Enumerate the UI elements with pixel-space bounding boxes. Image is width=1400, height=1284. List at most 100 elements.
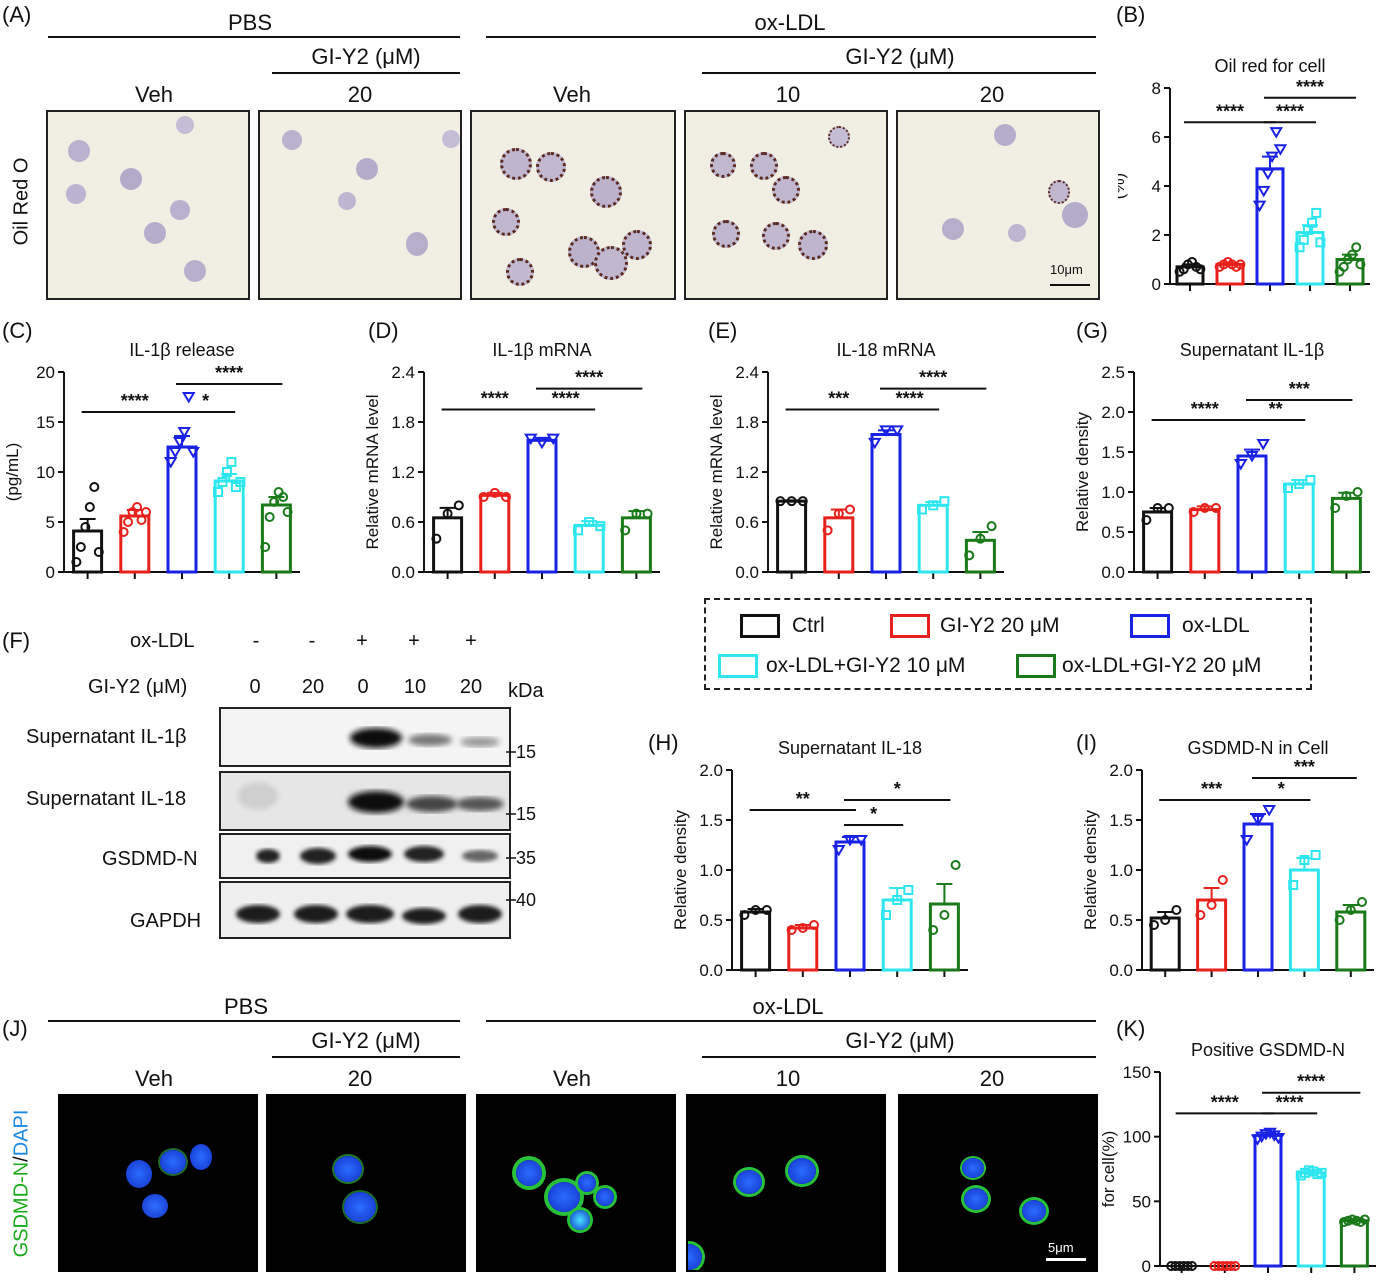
- y-axis-label: for cell(%): [1099, 1131, 1118, 1208]
- pbs-header-bottom: PBS: [223, 994, 269, 1019]
- data-point: [1199, 503, 1210, 513]
- fluorescence-pbs-giy2-20: [266, 1094, 466, 1272]
- bar: [1149, 916, 1181, 972]
- data-point: [442, 508, 453, 519]
- giy2-line-bottom-1: [272, 1056, 460, 1058]
- legend-swatch-ctrl: [740, 614, 780, 638]
- data-point: [1341, 491, 1352, 501]
- data-point: [631, 508, 642, 519]
- bar: [1255, 167, 1285, 286]
- panel-label-h: (H): [648, 730, 679, 755]
- significance-label: ****: [1276, 1092, 1304, 1112]
- data-point: [879, 425, 893, 437]
- fluorescence-oxldl-veh: [476, 1094, 676, 1272]
- y-tick-label: 0.0: [1101, 563, 1125, 582]
- data-point: [786, 925, 797, 935]
- bar: [1335, 910, 1367, 972]
- y-tick-label: 50: [1132, 1192, 1151, 1211]
- significance-label: ****: [1297, 1072, 1325, 1092]
- wb-row-label: Supernatant IL-18: [26, 788, 187, 810]
- data-point: [235, 477, 246, 487]
- fluorescence-pbs-veh: [58, 1094, 258, 1272]
- col-label: 20: [979, 1066, 1005, 1091]
- significance-label: ***: [1294, 757, 1315, 777]
- data-point: [1187, 1261, 1197, 1271]
- data-point: [975, 533, 986, 544]
- y-tick-label: 1.8: [391, 413, 415, 432]
- data-point: [118, 527, 129, 537]
- y-tick-label: 4: [1152, 177, 1161, 196]
- significance-label: ****: [1276, 101, 1304, 121]
- wb-row-label: GAPDH: [130, 910, 202, 932]
- data-point: [750, 905, 761, 915]
- bar: [526, 438, 558, 574]
- data-point: [123, 517, 134, 527]
- giy2-line-top-2: [702, 72, 1096, 74]
- western-blot-image: [219, 707, 511, 939]
- chart-d-il1b-mrna: IL-1β mRNA 0.0 0.6 1.2 1.8 2.4 Relative mRNA l…: [363, 340, 660, 582]
- significance-label: **: [1269, 399, 1283, 419]
- bar: [1242, 822, 1274, 972]
- scale-label-bottom: 5μm: [1048, 1240, 1074, 1255]
- bar: [1288, 868, 1320, 972]
- oxldl-header-top: ox-LDL: [754, 10, 826, 35]
- data-point: [136, 515, 147, 525]
- pbs-line-top: [48, 36, 460, 38]
- data-point: [1230, 1261, 1241, 1271]
- panel-label-b: (B): [1116, 2, 1146, 27]
- wb-row-label: Supernatant IL-1β: [26, 726, 187, 748]
- bar: [479, 493, 511, 574]
- data-point: [1256, 439, 1270, 451]
- data-point: [1311, 207, 1322, 218]
- significance-label: ****: [896, 389, 924, 409]
- data-point: [173, 437, 187, 449]
- data-point: [89, 482, 100, 492]
- data-point: [1265, 151, 1279, 164]
- data-point: [1316, 1167, 1327, 1178]
- y-tick-label: 8: [1152, 79, 1161, 98]
- scale-bar-bottom: [1046, 1258, 1086, 1261]
- data-point: [186, 447, 200, 459]
- data-point: [1160, 915, 1171, 925]
- oxldl-line-top: [486, 36, 1096, 38]
- data-point: [1338, 261, 1349, 272]
- y-tick-label: 2.0: [1109, 761, 1133, 780]
- data-point: [1234, 459, 1248, 471]
- significance-label: *: [894, 779, 901, 799]
- wb-mw-label: 35: [516, 848, 537, 868]
- data-point: [1345, 905, 1356, 915]
- data-point: [177, 427, 191, 439]
- y-tick-label: 1.0: [699, 861, 723, 880]
- data-point: [1355, 259, 1366, 270]
- data-point: [1357, 897, 1367, 907]
- data-point: [822, 525, 833, 536]
- data-point: [1307, 217, 1318, 228]
- bar: [1253, 1133, 1283, 1268]
- bar: [917, 503, 949, 574]
- data-point: [93, 547, 104, 557]
- y-tick-label: 1.0: [1101, 483, 1125, 502]
- data-point: [132, 502, 143, 512]
- data-point: [928, 500, 939, 511]
- chart-title: Supernatant IL-1β: [1180, 340, 1324, 360]
- data-point: [928, 925, 939, 935]
- wb-oxldl-label: ox-LDL: [130, 630, 195, 652]
- data-point: [739, 910, 750, 920]
- giy2-line-bottom-2: [702, 1056, 1096, 1058]
- data-point: [278, 492, 289, 502]
- y-axis-label: (%): [1118, 173, 1128, 199]
- giy2-header-bottom-2: GI-Y2 (μM): [845, 1028, 955, 1053]
- data-point: [761, 905, 772, 915]
- data-point: [1298, 234, 1309, 245]
- panel-label-g: (G): [1076, 318, 1108, 343]
- data-point: [1261, 168, 1275, 181]
- y-tick-label: 1.5: [1101, 443, 1125, 462]
- data-point: [917, 504, 927, 515]
- y-axis-label: Relative density: [671, 810, 690, 931]
- y-tick-label: 1.5: [1109, 811, 1133, 830]
- data-point: [181, 392, 196, 404]
- data-point: [1273, 144, 1288, 156]
- y-tick-label: 150: [1123, 1063, 1151, 1082]
- col-label: Veh: [135, 1066, 173, 1091]
